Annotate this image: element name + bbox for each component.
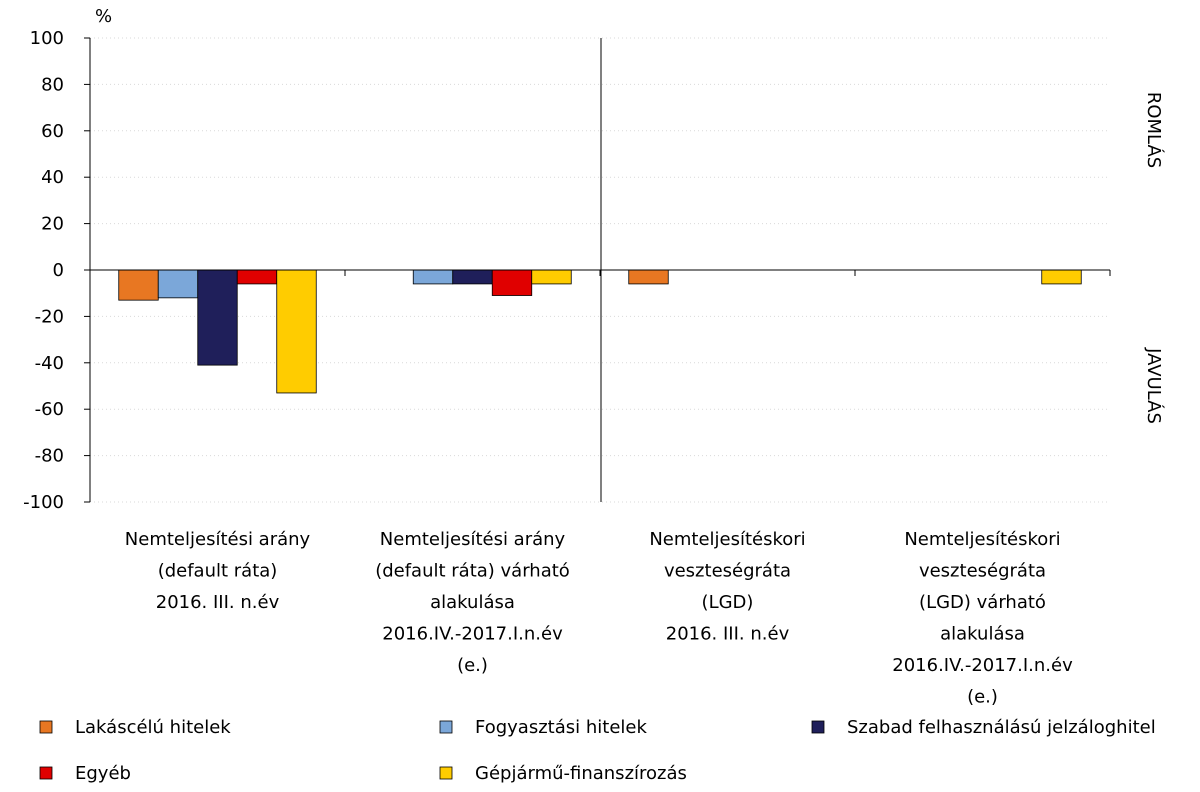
y-tick-label: -40: [35, 353, 64, 374]
y-tick-label: 40: [41, 167, 64, 188]
y-tick-label: 100: [30, 28, 64, 49]
y-tick-label: 80: [41, 74, 64, 95]
bar: [491, 269, 533, 296]
y-tick-label: -20: [35, 306, 64, 327]
legend-label: Gépjármű-finanszírozás: [475, 763, 687, 784]
legend-label: Fogyasztási hitelek: [475, 717, 647, 738]
bar: [452, 269, 493, 285]
bar: [531, 269, 572, 285]
side-label: JAVULÁS: [1143, 347, 1165, 424]
bar: [1041, 269, 1082, 285]
legend-label: Egyéb: [75, 763, 131, 784]
side-label: ROMLÁS: [1143, 92, 1165, 168]
bar: [412, 269, 454, 285]
bar: [276, 269, 317, 394]
x-tick-label: Nemteljesítéskori veszteségráta (LGD) várh…: [892, 529, 1073, 708]
legend-label: Szabad felhasználású jelzáloghitel: [847, 717, 1156, 738]
x-tick-label: Nemteljesítési arány (default ráta) várha…: [375, 529, 570, 676]
y-tick-label: -60: [35, 399, 64, 420]
x-tick-label: Nemteljesítéskori veszteségráta (LGD) 2016.…: [649, 529, 805, 645]
y-tick-label: 20: [41, 214, 64, 235]
legend-swatch: [439, 720, 453, 734]
legend-swatch: [811, 720, 825, 734]
bar: [118, 269, 159, 301]
y-tick-label: 60: [41, 121, 64, 142]
bar: [157, 269, 199, 299]
bar: [197, 269, 238, 366]
y-tick-label: -100: [23, 492, 64, 513]
legend-swatch: [439, 766, 453, 780]
bar: [628, 269, 669, 285]
x-tick-label: Nemteljesítési arány (default ráta) 2016. …: [125, 529, 311, 613]
y-tick-label: 0: [53, 260, 64, 281]
legend-label: Lakáscélú hitelek: [75, 717, 231, 738]
legend-swatch: [39, 766, 53, 780]
unit-label: %: [95, 6, 112, 27]
legend-swatch: [39, 720, 53, 734]
y-tick-label: -80: [35, 446, 64, 467]
bar: [236, 269, 278, 285]
